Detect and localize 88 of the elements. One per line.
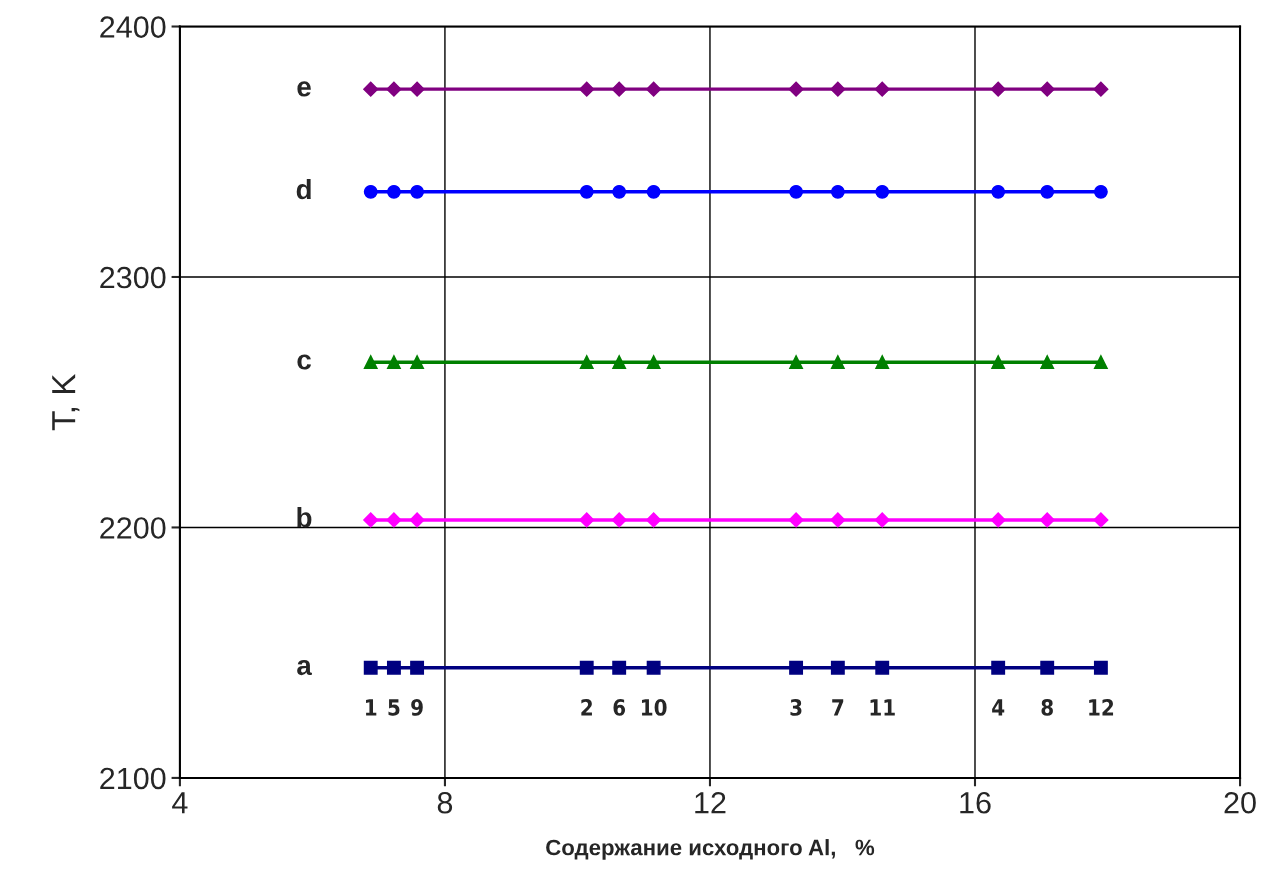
point <box>386 660 401 675</box>
point <box>579 660 594 675</box>
annotation: 7 <box>832 699 844 716</box>
point <box>991 184 1006 199</box>
point <box>612 184 627 199</box>
point <box>874 512 890 528</box>
point <box>646 81 662 97</box>
series-label: b <box>297 506 312 528</box>
point <box>363 184 378 199</box>
point <box>1039 512 1055 528</box>
point <box>830 184 845 199</box>
point <box>579 81 595 97</box>
point <box>1093 512 1109 528</box>
point <box>1040 184 1055 199</box>
series-label: a <box>297 659 312 676</box>
y-tick-label: 2200 <box>100 517 166 539</box>
point <box>611 81 627 97</box>
point <box>875 184 890 199</box>
series-label: c <box>297 354 311 370</box>
x-tick-label: 20 <box>1224 791 1256 814</box>
series-label: e <box>297 81 311 97</box>
x-axis-title: Содержание исходного Al, % <box>546 839 875 860</box>
annotation: 6 <box>613 699 626 716</box>
point <box>1093 355 1108 370</box>
point <box>1093 660 1108 675</box>
point <box>363 355 378 370</box>
point <box>386 81 402 97</box>
point <box>579 512 595 528</box>
point <box>1093 184 1108 199</box>
point <box>612 355 627 370</box>
point <box>611 512 627 528</box>
point <box>991 660 1006 675</box>
point <box>830 355 845 370</box>
point <box>410 184 425 199</box>
x-tick-label: 16 <box>960 791 991 814</box>
point <box>410 355 425 370</box>
point <box>789 355 804 370</box>
point <box>386 355 401 370</box>
point <box>788 512 804 528</box>
point <box>788 81 804 97</box>
y-axis-title: T, K <box>52 373 80 431</box>
point <box>363 512 379 528</box>
point <box>646 660 661 675</box>
annotation: 12 <box>1089 699 1114 716</box>
point <box>991 355 1006 370</box>
point <box>990 81 1006 97</box>
point <box>990 512 1006 528</box>
point <box>409 512 425 528</box>
point <box>646 512 662 528</box>
point <box>363 660 378 675</box>
point <box>874 81 890 97</box>
point <box>1040 355 1055 370</box>
point <box>363 81 379 97</box>
annotation: 9 <box>411 699 423 716</box>
point <box>830 660 845 675</box>
annotation: 5 <box>388 699 400 716</box>
y-tick-label: 2400 <box>100 16 166 38</box>
point <box>410 660 425 675</box>
point <box>830 512 846 528</box>
series-label: d <box>296 178 311 200</box>
point <box>789 660 804 675</box>
point <box>830 81 846 97</box>
y-tick-label: 2100 <box>100 767 166 790</box>
annotation: 1 <box>366 699 377 716</box>
point <box>386 184 401 199</box>
point <box>646 184 661 199</box>
point <box>612 660 627 675</box>
annotation: 10 <box>641 699 667 716</box>
point <box>1040 660 1055 675</box>
y-tick-label: 2300 <box>100 266 166 289</box>
point <box>875 355 890 370</box>
point <box>409 81 425 97</box>
point <box>386 512 402 528</box>
x-tick-label: 12 <box>695 791 726 814</box>
annotation: 11 <box>870 699 895 716</box>
x-tick-label: 8 <box>437 791 453 814</box>
x-tick-label: 4 <box>172 792 188 814</box>
point <box>789 184 804 199</box>
annotation: 2 <box>581 699 592 716</box>
point <box>579 184 594 199</box>
point <box>579 355 594 370</box>
point <box>1039 81 1055 97</box>
annotation: 3 <box>790 699 802 716</box>
point <box>875 660 890 675</box>
annotation: 4 <box>992 699 1005 716</box>
annotation: 8 <box>1041 699 1053 716</box>
point <box>646 355 661 370</box>
point <box>1093 81 1109 97</box>
